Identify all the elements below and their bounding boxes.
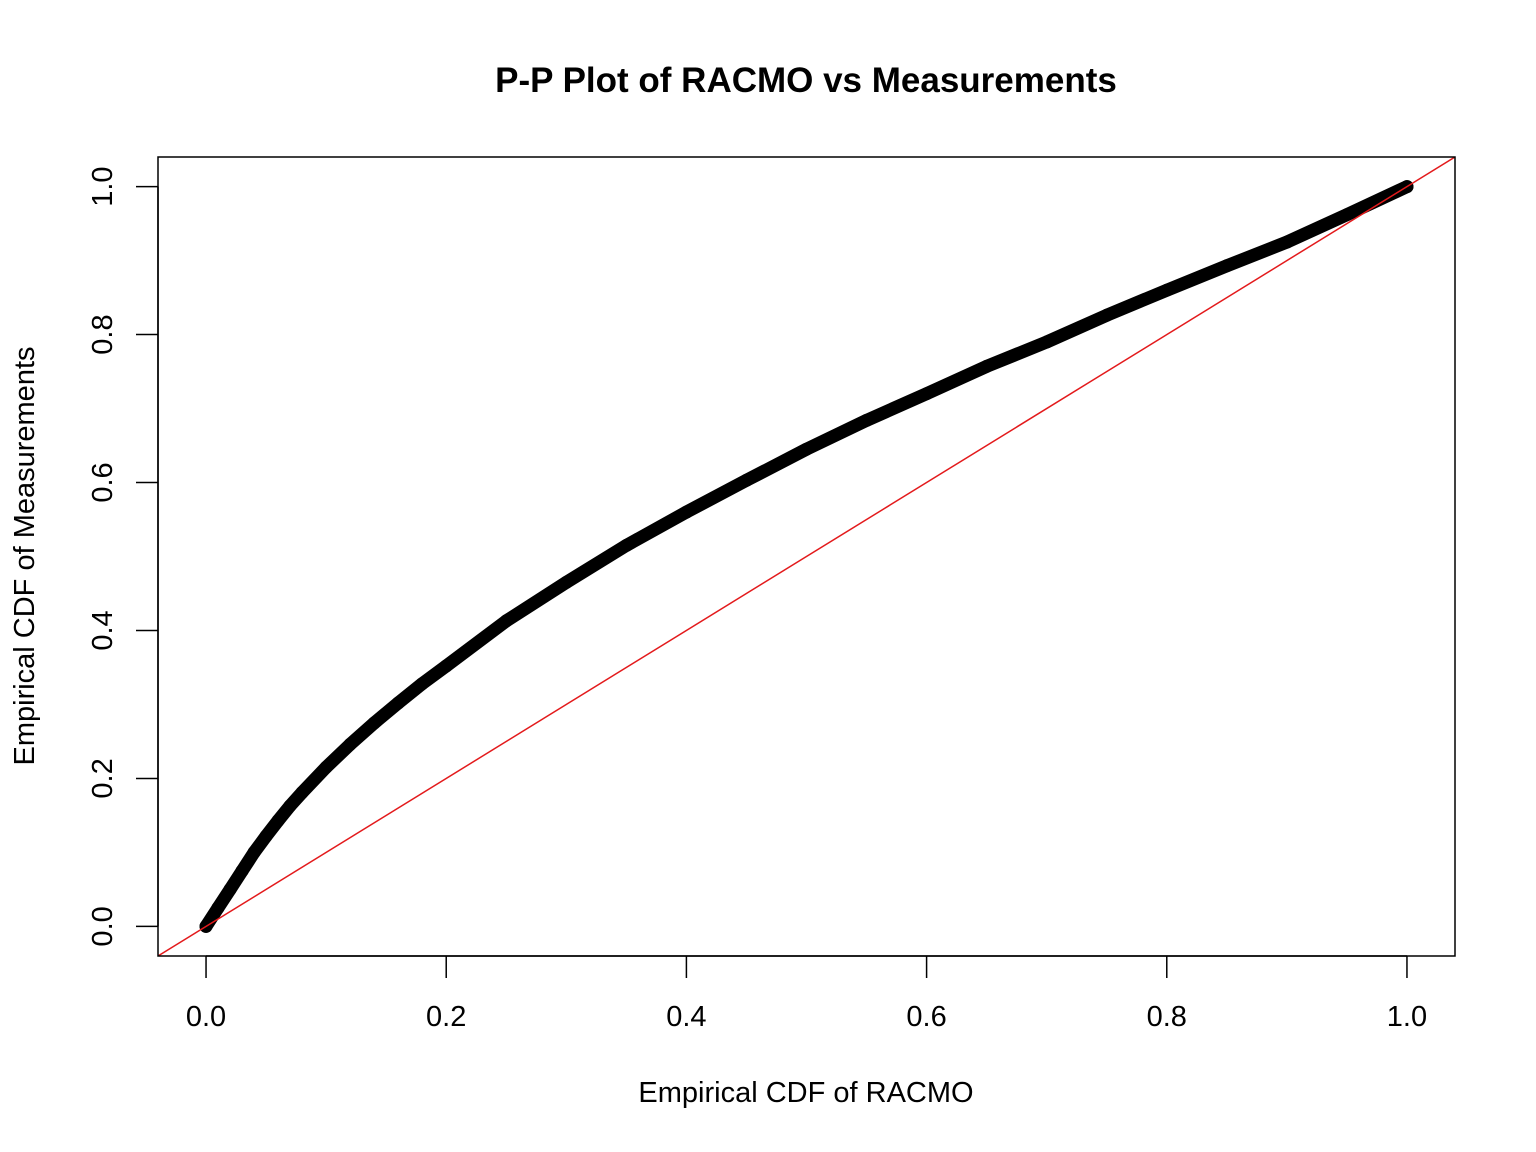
data-point [980,359,994,373]
data-point [295,786,309,799]
data-point [619,538,633,552]
data-point [271,814,285,828]
x-tick-label: 1.0 [1387,1001,1427,1033]
data-point [800,442,813,456]
data-point [283,799,297,813]
data-point [679,505,693,519]
x-tick-label: 0.8 [1147,1001,1187,1033]
data-point [367,716,381,730]
data-point [343,737,357,751]
data-point [1220,259,1234,273]
y-tick-label: 0.6 [87,462,119,502]
data-point [319,760,333,774]
y-axis: 0.0 0.2 0.4 0.6 0.8 1.0 [87,166,159,947]
plot-area [158,157,1455,956]
data-point [1160,283,1174,297]
x-tick-label: 0.2 [426,1001,466,1033]
x-axis-label: Empirical CDF of RACMO [638,1077,973,1109]
data-point [259,829,273,843]
reference-line [158,157,1455,956]
data-point [860,413,873,427]
y-tick-label: 0.8 [87,314,119,354]
y-tick-label: 0.2 [87,758,119,798]
x-tick-label: 0.4 [666,1001,706,1033]
data-point [920,387,934,401]
x-tick-label: 0.6 [906,1001,946,1033]
data-point [415,677,429,691]
data-point [499,614,513,628]
data-point [247,845,261,859]
data-point [223,882,237,896]
series-layer [199,180,1414,933]
y-tick-label: 0.0 [87,906,119,946]
data-point [559,575,573,589]
reference-line-layer [158,157,1455,956]
data-point [1100,308,1114,322]
data-point [1280,235,1294,249]
data-point [211,901,225,915]
data-point [391,696,405,710]
data-point [235,864,249,878]
data-point [439,659,453,673]
data-point [740,473,753,487]
y-tick-label: 1.0 [87,166,119,206]
data-point [1340,208,1354,222]
x-tick-label: 0.0 [186,1001,226,1033]
data-point [1040,335,1054,349]
y-axis-label: Empirical CDF of Measurements [9,347,41,766]
x-axis: 0.0 0.2 0.4 0.6 0.8 1.0 [186,955,1427,1033]
y-tick-label: 0.4 [87,610,119,650]
chart-title: P-P Plot of RACMO vs Measurements [495,61,1117,100]
